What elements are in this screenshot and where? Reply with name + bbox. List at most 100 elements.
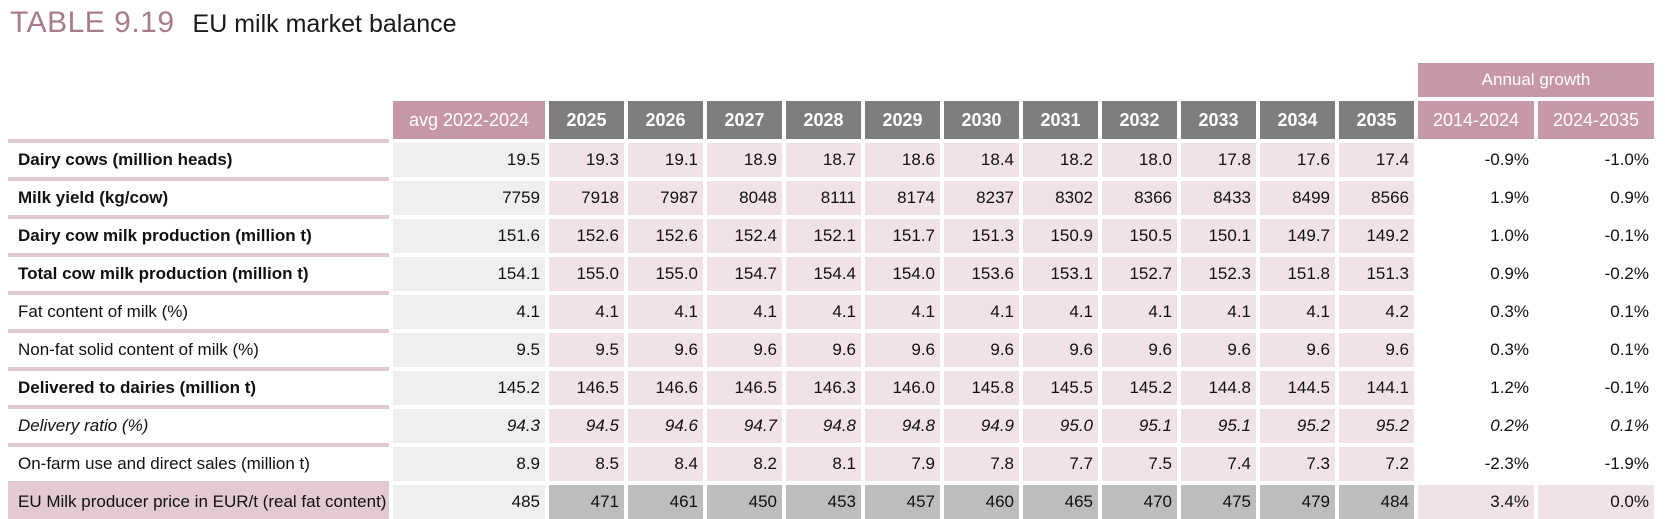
cell-year: 152.7 xyxy=(1102,253,1177,291)
cell-avg: 9.5 xyxy=(393,329,545,367)
cell-year: 8302 xyxy=(1023,177,1098,215)
cell-year: 9.6 xyxy=(707,329,782,367)
cell-year: 150.1 xyxy=(1181,215,1256,253)
cell-year: 152.4 xyxy=(707,215,782,253)
cell-year: 484 xyxy=(1339,481,1414,519)
cell-year: 145.2 xyxy=(1102,367,1177,405)
cell-growth: -1.9% xyxy=(1538,443,1654,481)
table-body: Dairy cows (million heads) 19.5 19.3 19.1 18… xyxy=(8,139,1654,519)
column-header-year: 2033 xyxy=(1181,101,1256,139)
cell-year: 152.6 xyxy=(549,215,624,253)
cell-year: 461 xyxy=(628,481,703,519)
column-header-year: 2035 xyxy=(1339,101,1414,139)
cell-year: 471 xyxy=(549,481,624,519)
cell-year: 18.7 xyxy=(786,139,861,177)
table-row: Total cow milk production (million t) 154… xyxy=(8,253,1654,291)
column-header-year: 2032 xyxy=(1102,101,1177,139)
cell-growth: 0.1% xyxy=(1538,291,1654,329)
cell-year: 151.3 xyxy=(1339,253,1414,291)
cell-year: 154.0 xyxy=(865,253,940,291)
table-row: On-farm use and direct sales (million t)… xyxy=(8,443,1654,481)
column-header-year: 2028 xyxy=(786,101,861,139)
cell-year: 465 xyxy=(1023,481,1098,519)
cell-year: 8566 xyxy=(1339,177,1414,215)
cell-year: 144.1 xyxy=(1339,367,1414,405)
cell-year: 94.9 xyxy=(944,405,1019,443)
cell-year: 151.7 xyxy=(865,215,940,253)
cell-growth: 0.3% xyxy=(1418,329,1534,367)
cell-avg: 8.9 xyxy=(393,443,545,481)
cell-year: 95.2 xyxy=(1260,405,1335,443)
cell-year: 470 xyxy=(1102,481,1177,519)
cell-year: 95.1 xyxy=(1102,405,1177,443)
cell-year: 155.0 xyxy=(549,253,624,291)
cell-year: 4.2 xyxy=(1339,291,1414,329)
cell-year: 17.6 xyxy=(1260,139,1335,177)
cell-year: 94.8 xyxy=(786,405,861,443)
cell-year: 8.2 xyxy=(707,443,782,481)
cell-year: 153.1 xyxy=(1023,253,1098,291)
cell-year: 9.6 xyxy=(1102,329,1177,367)
cell-year: 8.4 xyxy=(628,443,703,481)
cell-year: 9.6 xyxy=(628,329,703,367)
cell-year: 460 xyxy=(944,481,1019,519)
row-label: Delivery ratio (%) xyxy=(8,405,389,443)
cell-year: 17.4 xyxy=(1339,139,1414,177)
column-header-year: 2030 xyxy=(944,101,1019,139)
cell-year: 7.8 xyxy=(944,443,1019,481)
cell-growth: -1.0% xyxy=(1538,139,1654,177)
cell-year: 151.8 xyxy=(1260,253,1335,291)
row-label: Non-fat solid content of milk (%) xyxy=(8,329,389,367)
row-label: Dairy cows (million heads) xyxy=(8,139,389,177)
cell-year: 154.7 xyxy=(707,253,782,291)
cell-year: 144.8 xyxy=(1181,367,1256,405)
table-row: Dairy cows (million heads) 19.5 19.3 19.1 18… xyxy=(8,139,1654,177)
row-label: On-farm use and direct sales (million t) xyxy=(8,443,389,481)
row-label: Fat content of milk (%) xyxy=(8,291,389,329)
cell-year: 18.2 xyxy=(1023,139,1098,177)
blank-header-cell xyxy=(8,63,1414,97)
cell-year: 146.0 xyxy=(865,367,940,405)
cell-growth: 0.1% xyxy=(1538,329,1654,367)
cell-year: 19.1 xyxy=(628,139,703,177)
cell-year: 146.6 xyxy=(628,367,703,405)
table-row: Non-fat solid content of milk (%) 9.5 9.5 9… xyxy=(8,329,1654,367)
cell-growth: 3.4% xyxy=(1418,481,1534,519)
cell-avg: 94.3 xyxy=(393,405,545,443)
cell-year: 18.0 xyxy=(1102,139,1177,177)
column-header-year: 2029 xyxy=(865,101,940,139)
cell-year: 7918 xyxy=(549,177,624,215)
cell-year: 4.1 xyxy=(1181,291,1256,329)
cell-year: 9.6 xyxy=(1023,329,1098,367)
table-row: Milk yield (kg/cow) 7759 7918 7987 8048 8111 8… xyxy=(8,177,1654,215)
cell-year: 151.3 xyxy=(944,215,1019,253)
cell-year: 4.1 xyxy=(944,291,1019,329)
cell-year: 149.7 xyxy=(1260,215,1335,253)
cell-avg: 151.6 xyxy=(393,215,545,253)
cell-year: 8366 xyxy=(1102,177,1177,215)
column-header-year: 2027 xyxy=(707,101,782,139)
cell-avg: 145.2 xyxy=(393,367,545,405)
cell-year: 4.1 xyxy=(549,291,624,329)
cell-year: 8499 xyxy=(1260,177,1335,215)
column-header-year: 2031 xyxy=(1023,101,1098,139)
cell-growth: -0.1% xyxy=(1538,367,1654,405)
cell-year: 8.5 xyxy=(549,443,624,481)
cell-year: 152.3 xyxy=(1181,253,1256,291)
table-row: Dairy cow milk production (million t) 151… xyxy=(8,215,1654,253)
cell-year: 19.3 xyxy=(549,139,624,177)
cell-avg: 154.1 xyxy=(393,253,545,291)
cell-year: 9.6 xyxy=(786,329,861,367)
cell-year: 154.4 xyxy=(786,253,861,291)
label-column-header xyxy=(8,101,389,139)
cell-year: 152.1 xyxy=(786,215,861,253)
cell-year: 7.2 xyxy=(1339,443,1414,481)
cell-year: 453 xyxy=(786,481,861,519)
annual-growth-header: Annual growth xyxy=(1418,63,1654,97)
cell-year: 149.2 xyxy=(1339,215,1414,253)
cell-year: 9.6 xyxy=(865,329,940,367)
row-label: Dairy cow milk production (million t) xyxy=(8,215,389,253)
cell-year: 7.7 xyxy=(1023,443,1098,481)
cell-year: 155.0 xyxy=(628,253,703,291)
cell-year: 4.1 xyxy=(786,291,861,329)
